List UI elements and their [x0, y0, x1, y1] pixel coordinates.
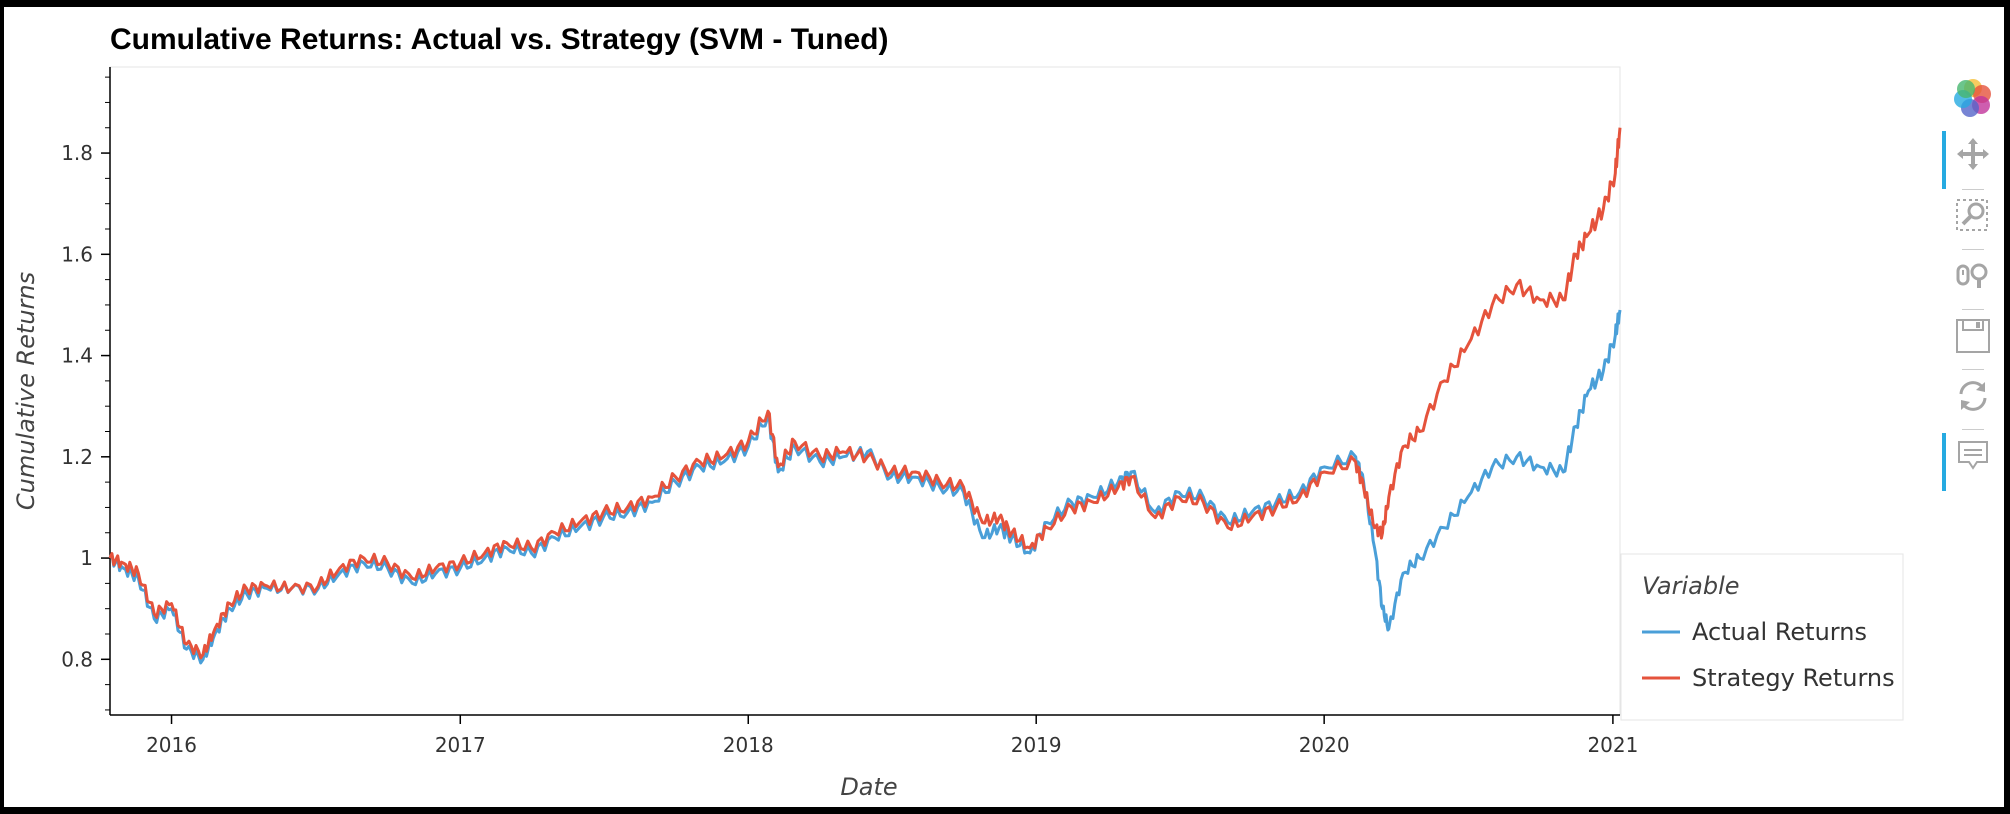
y-axis-label: Cumulative Returns: [12, 272, 40, 510]
hover-icon: [1958, 441, 1988, 470]
y-tick-label: 0.8: [61, 647, 93, 671]
legend: Variable Actual Returns Strategy Returns: [1620, 553, 1904, 721]
x-tick-label: 2018: [723, 733, 774, 757]
x-axis: 2016 2017 2018 2019 2020 2021: [110, 714, 1638, 757]
reset-icon: [1959, 381, 1987, 411]
chart-canvas: Cumulative Returns: Actual vs. Strategy …: [12, 23, 1904, 801]
y-tick-label: 1.2: [61, 445, 93, 469]
chart-toolbar: [1930, 63, 2000, 503]
x-tick-label: 2021: [1587, 733, 1638, 757]
save-tool[interactable]: [1948, 311, 1998, 361]
x-tick-label: 2016: [146, 733, 197, 757]
chart-frame: Cumulative Returns: Actual vs. Strategy …: [4, 7, 2004, 807]
box-zoom-icon: [1956, 199, 1988, 231]
x-tick-label: 2020: [1299, 733, 1350, 757]
pan-icon: [1957, 138, 1989, 170]
pan-tool[interactable]: [1942, 129, 1998, 189]
y-tick-label: 1: [80, 546, 93, 570]
legend-label-strategy-returns[interactable]: Strategy Returns: [1692, 664, 1895, 692]
x-axis-label: Date: [840, 773, 897, 801]
wheel-zoom-icon: [1956, 263, 1988, 288]
y-tick-label: 1.6: [61, 242, 93, 266]
x-tick-label: 2017: [435, 733, 486, 757]
hover-tool[interactable]: [1942, 431, 1998, 491]
x-tick-label: 2019: [1011, 733, 1062, 757]
y-tick-label: 1.8: [61, 141, 93, 165]
y-tick-label: 1.4: [61, 344, 93, 368]
legend-box: [1620, 553, 1904, 721]
legend-title: Variable: [1642, 572, 1740, 600]
y-axis: 0.8 1 1.2 1.4 1.6 1.8: [61, 67, 111, 715]
box-zoom-tool[interactable]: [1948, 191, 1998, 241]
series-layer: [108, 127, 1622, 665]
plot-area[interactable]: [109, 66, 1621, 716]
series-line-strategy-returns[interactable]: [108, 127, 1622, 660]
legend-label-actual-returns[interactable]: Actual Returns: [1692, 618, 1867, 646]
wheel-zoom-tool[interactable]: [1948, 251, 1998, 301]
reset-tool[interactable]: [1948, 371, 1998, 421]
chart-title: Cumulative Returns: Actual vs. Strategy …: [110, 23, 888, 56]
save-icon: [1956, 319, 1990, 353]
bokeh-logo-icon[interactable]: [1948, 73, 1998, 123]
